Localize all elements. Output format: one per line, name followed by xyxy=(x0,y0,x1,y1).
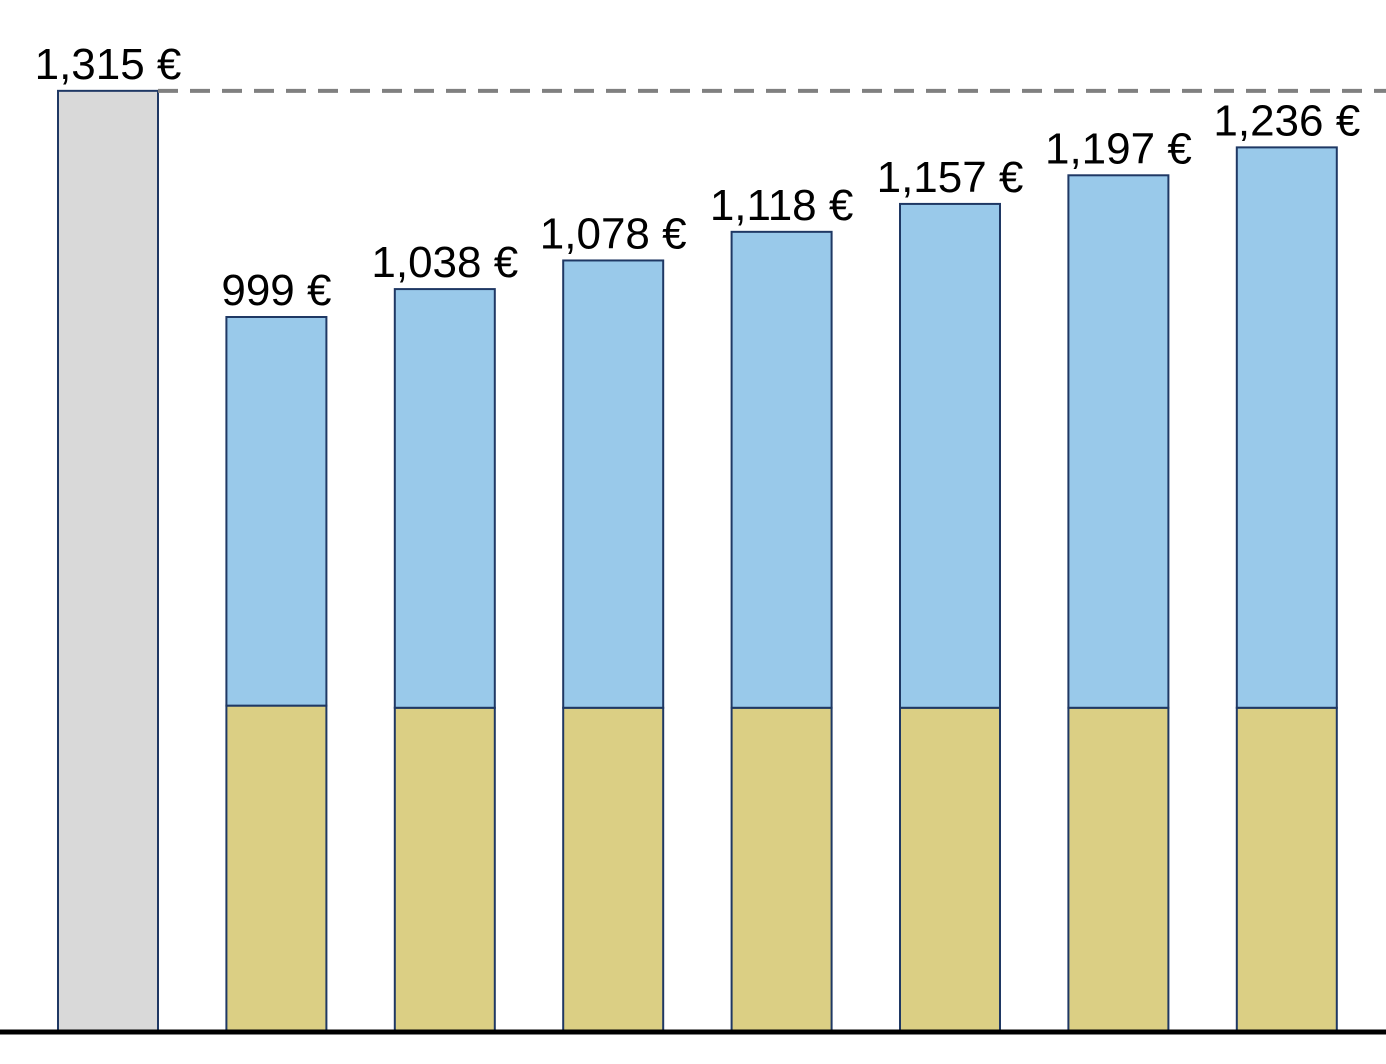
bar-segment xyxy=(1235,146,1338,709)
bar-segment xyxy=(730,230,833,709)
bar-segment xyxy=(1235,706,1338,1033)
total-label: 1,038 € xyxy=(371,238,518,287)
bar-segment xyxy=(225,316,328,707)
bar-segment xyxy=(57,89,159,1034)
bar-segment xyxy=(1067,706,1170,1033)
bar-segment xyxy=(393,706,496,1033)
total-label: 1,078 € xyxy=(540,209,687,258)
bar-segment xyxy=(562,259,665,709)
total-label: 1,315 € xyxy=(35,40,182,89)
total-label: 1,236 € xyxy=(1213,96,1360,145)
bar-segment xyxy=(393,288,496,709)
bar-segment xyxy=(730,706,833,1033)
total-label: 1,118 € xyxy=(710,181,854,230)
bar-segment xyxy=(899,202,1001,709)
total-label: 999 € xyxy=(221,266,331,315)
total-label: 1,157 € xyxy=(877,153,1024,202)
bar-segment xyxy=(1067,174,1170,709)
bar-segment xyxy=(562,706,665,1033)
total-label: 1,197 € xyxy=(1045,124,1192,173)
bar-segment xyxy=(225,704,328,1033)
bar-segment xyxy=(899,706,1001,1033)
